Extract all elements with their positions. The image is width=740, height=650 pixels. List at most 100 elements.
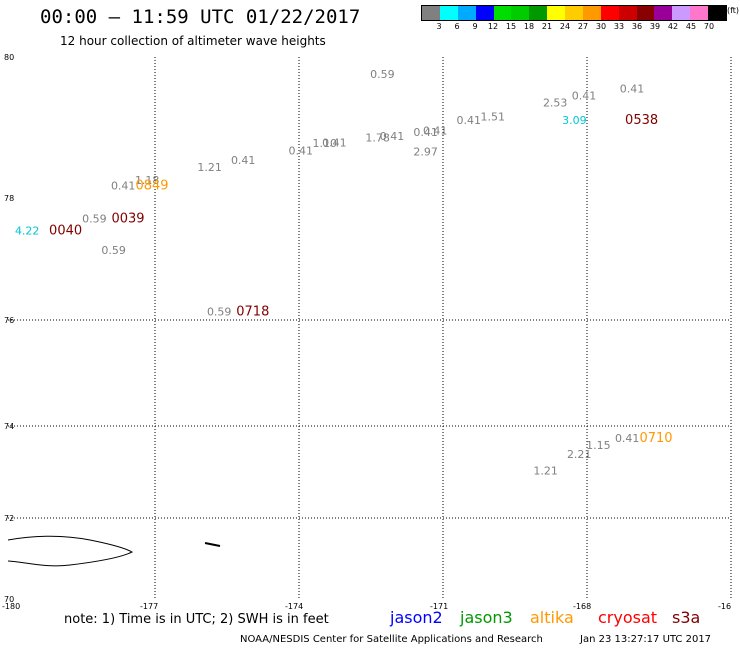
wave-height-labels: 0.590.410.412.531.510.41 3.090.410.411.78… (15, 68, 645, 477)
legend-cryosat: cryosat (598, 608, 658, 627)
lon-label: -180 (2, 602, 20, 611)
swh-value: 0.41 (572, 89, 597, 102)
lat-label: 78 (4, 194, 14, 203)
lat-lon-grid (8, 57, 732, 599)
swh-value: 0.59 (207, 306, 232, 319)
legend-swatch (708, 6, 726, 20)
legend-tick: 36 (631, 22, 643, 31)
legend-ticks: 3 6 9 12 15 18 21 24 27 30 33 36 39 42 45 70 (421, 21, 727, 33)
swh-value: 0.41 (231, 154, 256, 167)
lat-label: 70 (4, 595, 14, 604)
time-label: 0040 (49, 224, 82, 239)
legend-tick: 39 (649, 22, 661, 31)
time-label: 0710 (639, 431, 672, 446)
swh-value: 0.41 (457, 114, 482, 127)
swh-value: 0.41 (413, 126, 438, 139)
legend-tick: 24 (559, 22, 571, 31)
swh-value: 2.97 (413, 146, 438, 159)
swh-value: 0.41 (423, 125, 448, 138)
legend-swatch (690, 6, 708, 20)
credit-timestamp: Jan 23 13:27:17 UTC 2017 (580, 634, 712, 645)
map-title: 00:00 – 11:59 UTC 01/22/2017 (40, 6, 361, 28)
time-label: 0039 (111, 211, 144, 226)
swh-value: 1.78 (365, 132, 390, 145)
legend-swatch (636, 6, 655, 20)
legend-swatch (654, 6, 673, 20)
legend-tick: 45 (685, 22, 697, 31)
legend-tick: 27 (577, 22, 589, 31)
lat-label: 72 (4, 514, 14, 523)
legend-tick: 3 (436, 22, 442, 31)
legend-tick: 6 (454, 22, 460, 31)
swh-value: 2.53 (543, 96, 568, 109)
legend-swatch (582, 6, 601, 20)
map-subtitle: 12 hour collection of altimeter wave hei… (60, 34, 326, 48)
swh-value: 0.41 (111, 180, 136, 193)
lat-label: 80 (4, 53, 14, 62)
lon-label: -177 (140, 602, 158, 611)
legend-swatch (457, 6, 476, 20)
coastline-path (7, 535, 134, 567)
swh-value: 0.41 (289, 144, 314, 157)
axis-labels: 80 78 76 74 72 70-180 -177 -174 -171 -168 -16 (2, 53, 731, 611)
legend-tick: 70 (703, 22, 715, 31)
swh-value: 3.09 (562, 114, 587, 127)
legend-swatch (422, 6, 440, 20)
legend-s3a: s3a (672, 608, 701, 627)
swh-value: 0.41 (380, 130, 405, 143)
lon-label: -174 (285, 602, 303, 611)
legend-tick: 21 (541, 22, 553, 31)
time-label: 0718 (236, 305, 269, 320)
swh-value: 1.21 (533, 464, 558, 477)
footer-note: note: 1) Time is in UTC; 2) SWH is in fe… (64, 612, 329, 627)
legend-color-bar (421, 5, 727, 21)
legend-tick: 42 (667, 22, 679, 31)
lon-label: -168 (573, 602, 591, 611)
legend-swatch (511, 6, 530, 20)
swh-value: 0.59 (370, 68, 395, 81)
swh-value: 1.21 (197, 161, 222, 174)
legend-tick: 12 (487, 22, 499, 31)
legend-swatch (618, 6, 637, 20)
swh-value: 2.21 (567, 448, 592, 461)
legend-swatch (547, 6, 565, 20)
time-labels: 0538082108490039004007180710 (49, 113, 672, 446)
swh-value: 0.41 (322, 137, 347, 150)
lon-label: -16 (718, 602, 731, 611)
legend-tick: 33 (613, 22, 625, 31)
swh-value: 0.59 (82, 212, 107, 225)
legend-tick: 30 (595, 22, 607, 31)
swh-value: 1.18 (135, 174, 160, 187)
time-label: 0849 (135, 179, 168, 194)
swh-value: 1.51 (481, 110, 506, 123)
swh-value: 1.10 (313, 137, 338, 150)
legend-swatch (600, 6, 619, 20)
lat-label: 74 (4, 422, 14, 431)
color-legend: 3 6 9 12 15 18 21 24 27 30 33 36 39 42 45 70 (ft) (421, 5, 739, 33)
lon-label: -171 (430, 602, 448, 611)
legend-jason3: jason3 (460, 608, 513, 627)
time-label: 0538 (625, 113, 658, 128)
coastline (7, 535, 221, 567)
legend-swatch (672, 6, 691, 20)
legend-tick: 9 (472, 22, 478, 31)
legend-swatch (529, 6, 548, 20)
swh-value: 0.59 (101, 244, 126, 257)
lat-label: 76 (4, 316, 14, 325)
legend-swatch (565, 6, 583, 20)
legend-tick: 18 (523, 22, 535, 31)
legend-unit: (ft) (727, 6, 740, 15)
swh-value: 4.22 (15, 225, 40, 238)
legend-jason2: jason2 (390, 608, 443, 627)
legend-altika: altika (530, 608, 574, 627)
legend-swatch (475, 6, 494, 20)
legend-swatch (493, 6, 512, 20)
credit-line: NOAA/NESDIS Center for Satellite Applica… (240, 634, 543, 645)
swh-value: 1.15 (586, 439, 611, 452)
islet-path (204, 542, 221, 547)
legend-swatch (439, 6, 458, 20)
swh-value: 0.41 (615, 432, 640, 445)
legend-tick: 15 (505, 22, 517, 31)
swh-value: 0.41 (620, 82, 645, 95)
